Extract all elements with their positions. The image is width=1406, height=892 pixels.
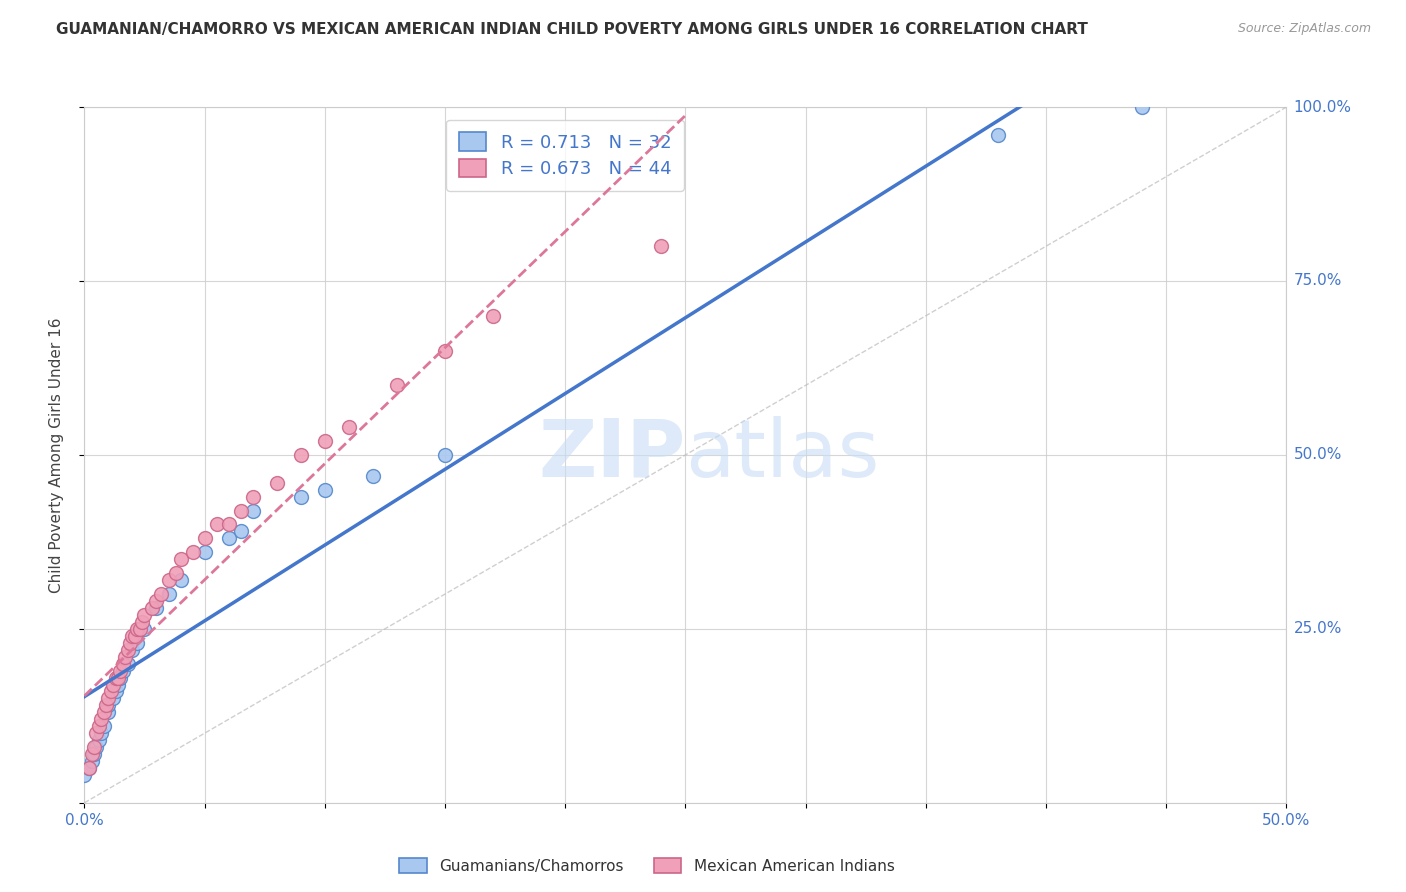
- Legend: Guamanians/Chamorros, Mexican American Indians: Guamanians/Chamorros, Mexican American I…: [392, 852, 901, 880]
- Point: [157, 573, 180, 587]
- Point: [218, 517, 240, 532]
- Point: [110, 664, 132, 678]
- Point: [93, 706, 115, 720]
- Point: [77, 761, 100, 775]
- Point: [434, 343, 457, 358]
- Point: [90, 712, 112, 726]
- Point: [385, 378, 408, 392]
- Point: [314, 434, 336, 448]
- Point: [90, 726, 112, 740]
- Point: [104, 671, 127, 685]
- Point: [86, 740, 108, 755]
- Point: [290, 448, 312, 462]
- Point: [124, 629, 146, 643]
- Point: [127, 636, 149, 650]
- Point: [114, 649, 136, 664]
- Point: [83, 747, 105, 761]
- Point: [266, 475, 288, 490]
- Point: [242, 490, 264, 504]
- Point: [218, 532, 240, 546]
- Point: [111, 664, 134, 678]
- Point: [103, 677, 125, 691]
- Text: GUAMANIAN/CHAMORRO VS MEXICAN AMERICAN INDIAN CHILD POVERTY AMONG GIRLS UNDER 16: GUAMANIAN/CHAMORRO VS MEXICAN AMERICAN I…: [56, 22, 1088, 37]
- Point: [290, 490, 312, 504]
- Point: [145, 601, 167, 615]
- Text: 50.0%: 50.0%: [1294, 448, 1343, 462]
- Point: [131, 615, 153, 629]
- Point: [87, 719, 110, 733]
- Point: [111, 657, 134, 671]
- Point: [117, 642, 139, 657]
- Point: [80, 754, 103, 768]
- Point: [127, 622, 149, 636]
- Point: [194, 545, 217, 559]
- Point: [987, 128, 1010, 142]
- Point: [87, 733, 110, 747]
- Point: [361, 468, 384, 483]
- Point: [194, 532, 217, 546]
- Point: [80, 747, 103, 761]
- Point: [107, 671, 129, 685]
- Point: [165, 566, 187, 581]
- Point: [93, 719, 115, 733]
- Point: [73, 768, 96, 782]
- Point: [150, 587, 173, 601]
- Text: atlas: atlas: [686, 416, 880, 494]
- Point: [145, 594, 167, 608]
- Y-axis label: Child Poverty Among Girls Under 16: Child Poverty Among Girls Under 16: [49, 318, 63, 592]
- Point: [128, 622, 150, 636]
- Point: [337, 420, 360, 434]
- Point: [134, 607, 156, 622]
- Point: [77, 761, 100, 775]
- Point: [1130, 100, 1153, 114]
- Point: [100, 684, 122, 698]
- Point: [134, 622, 156, 636]
- Point: [169, 573, 191, 587]
- Text: 100.0%: 100.0%: [1294, 100, 1351, 114]
- Text: 25.0%: 25.0%: [1294, 622, 1343, 636]
- Point: [650, 239, 672, 253]
- Point: [110, 671, 132, 685]
- Point: [434, 448, 457, 462]
- Point: [103, 691, 125, 706]
- Point: [482, 309, 505, 323]
- Point: [169, 552, 191, 566]
- Point: [242, 503, 264, 517]
- Point: [86, 726, 108, 740]
- Point: [314, 483, 336, 497]
- Point: [121, 629, 143, 643]
- Point: [157, 587, 180, 601]
- Point: [94, 698, 117, 713]
- Point: [97, 706, 120, 720]
- Point: [97, 691, 120, 706]
- Point: [104, 684, 127, 698]
- Point: [181, 545, 204, 559]
- Point: [229, 503, 252, 517]
- Point: [121, 642, 143, 657]
- Point: [118, 636, 141, 650]
- Point: [229, 524, 252, 539]
- Point: [141, 601, 163, 615]
- Point: [205, 517, 228, 532]
- Point: [97, 698, 120, 713]
- Point: [117, 657, 139, 671]
- Point: [107, 677, 129, 691]
- Text: 75.0%: 75.0%: [1294, 274, 1343, 288]
- Text: Source: ZipAtlas.com: Source: ZipAtlas.com: [1237, 22, 1371, 36]
- Point: [83, 740, 105, 755]
- Text: ZIP: ZIP: [538, 416, 686, 494]
- Legend: R = 0.713   N = 32, R = 0.673   N = 44: R = 0.713 N = 32, R = 0.673 N = 44: [447, 120, 683, 191]
